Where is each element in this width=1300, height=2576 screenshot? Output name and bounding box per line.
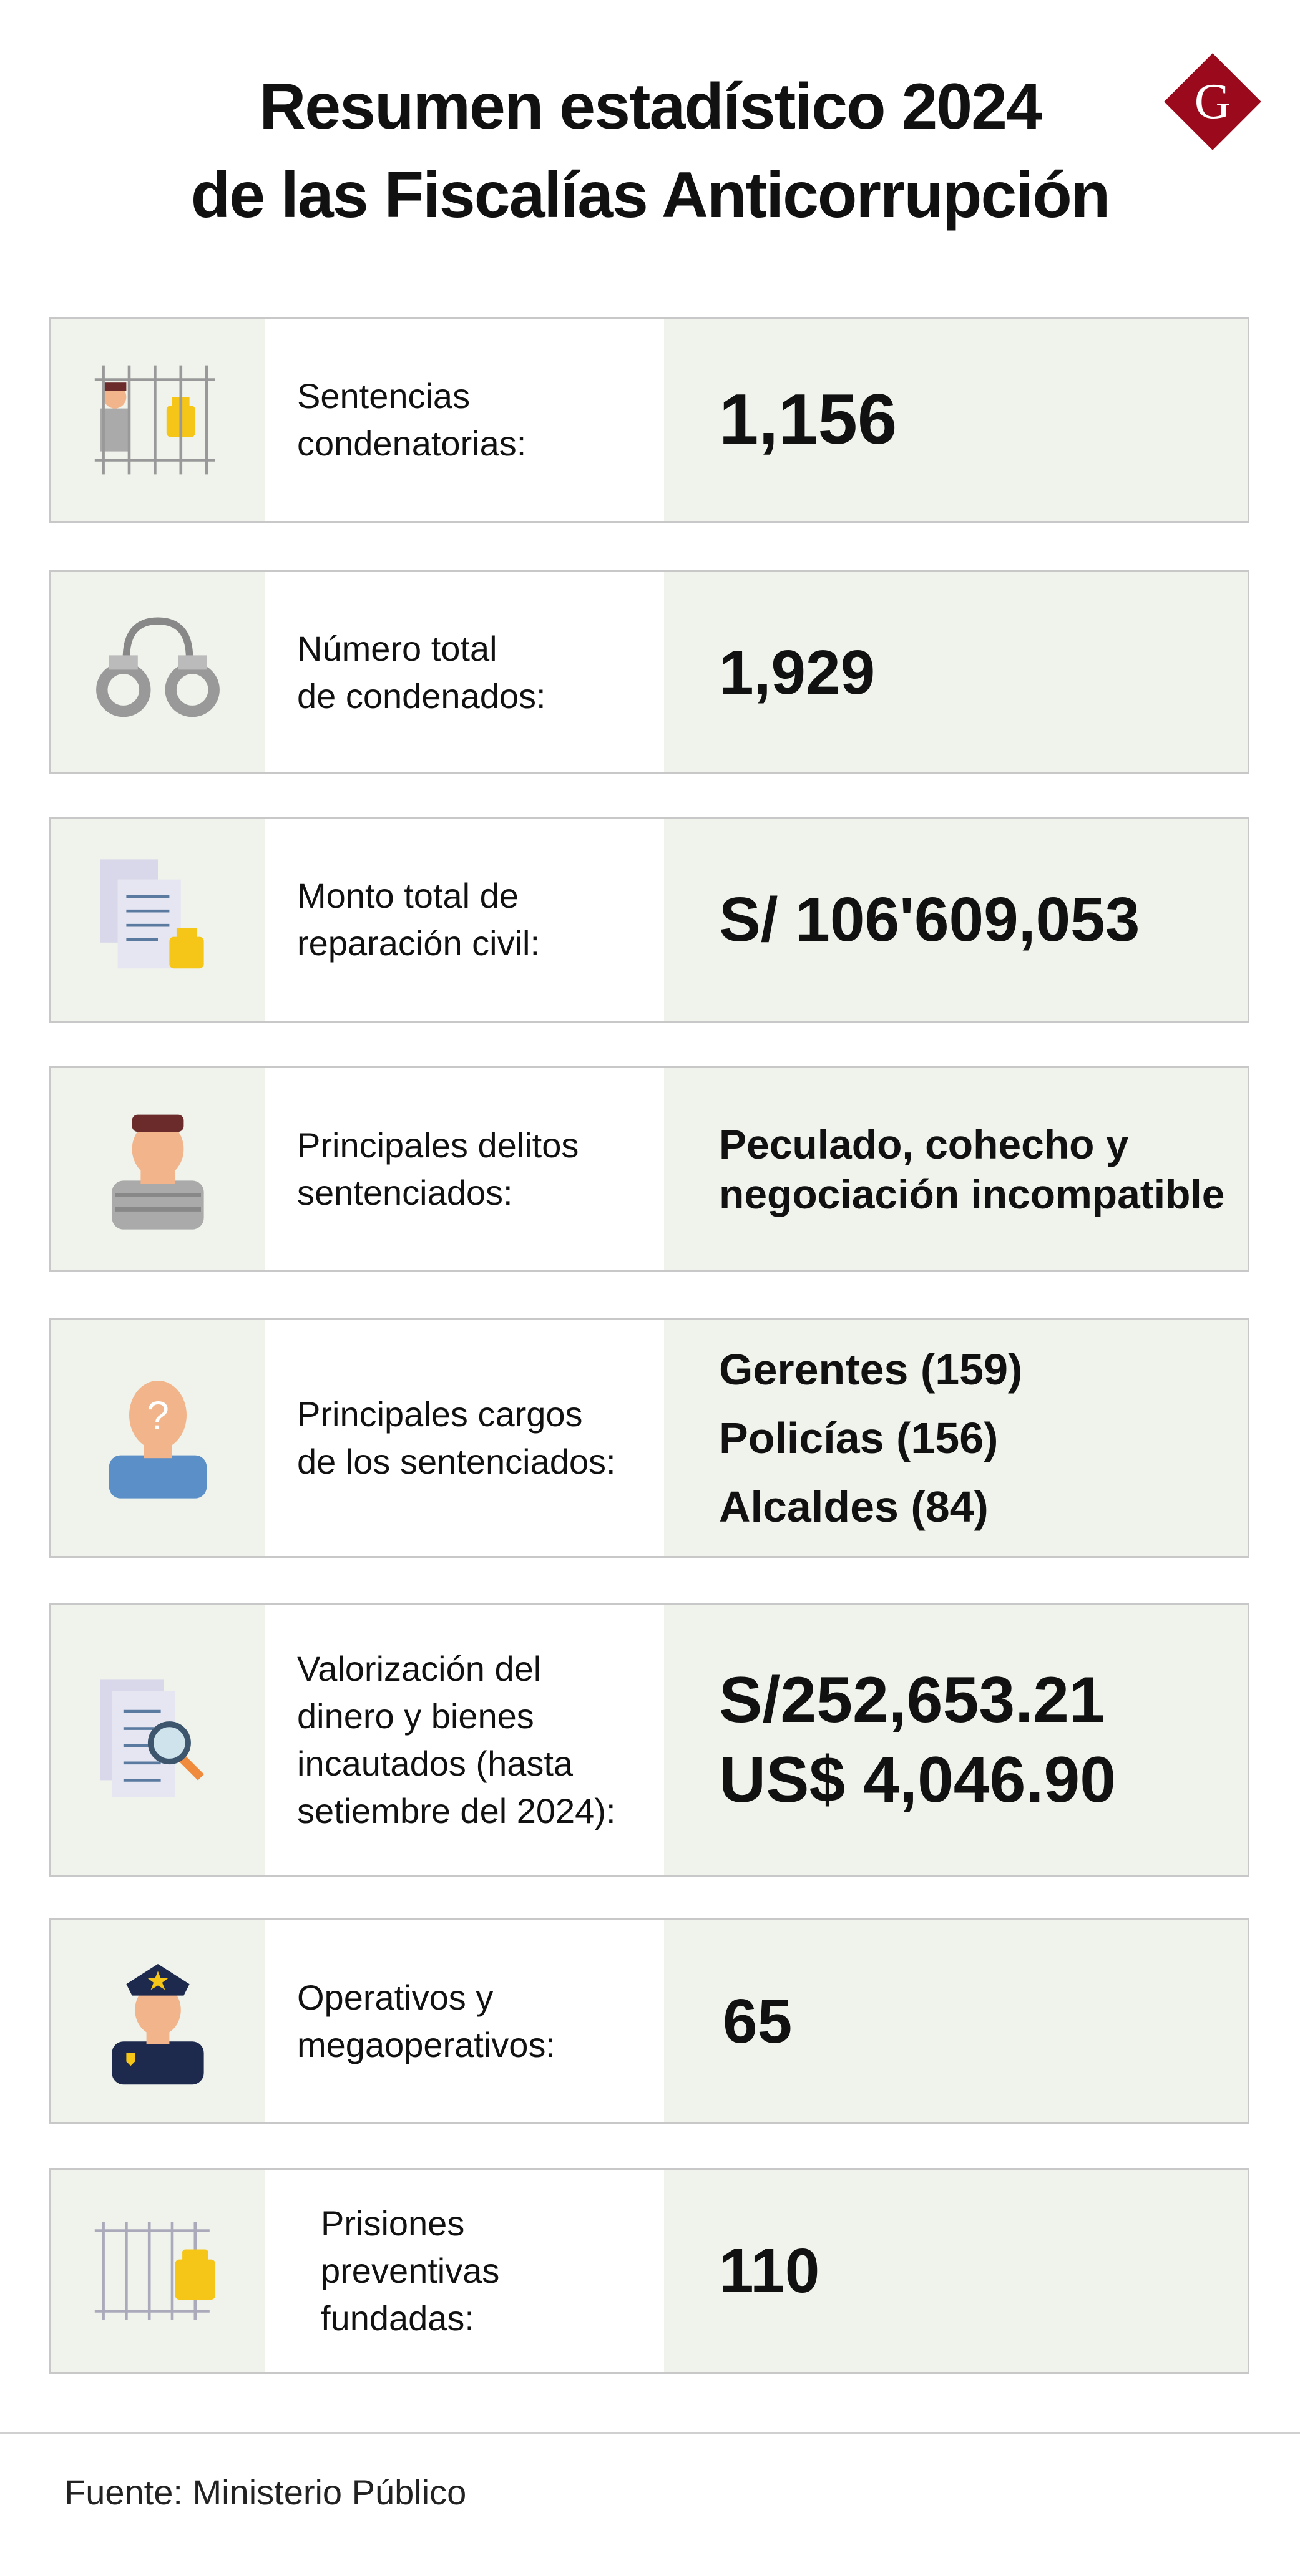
bars-lock-icon: [94, 2222, 215, 2320]
stat-value: 1,929: [719, 637, 876, 707]
stat-value: S/252,653.21: [719, 1664, 1105, 1736]
stat-value: 110: [719, 2236, 820, 2306]
handcuffs-icon: [96, 616, 220, 717]
stat-label: preventivas: [321, 2251, 500, 2290]
stat-label: sentenciados:: [297, 1173, 513, 1212]
unknown-person-icon: ?: [109, 1380, 207, 1499]
stat-value: 65: [723, 1986, 793, 2056]
document-search-icon: [100, 1679, 204, 1797]
stat-label: setiembre del 2024):: [297, 1791, 616, 1830]
police-officer-icon: [112, 1964, 204, 2085]
prisoner-behind-bars-icon: [94, 365, 215, 475]
stat-row-incautados: Valorización del dinero y bienes incautado…: [49, 1603, 1249, 1877]
stat-value: 1,156: [719, 380, 897, 459]
svg-text:?: ?: [147, 1393, 169, 1438]
stat-value: Gerentes (159): [719, 1344, 1023, 1394]
source-note: Fuente: Ministerio Público: [64, 2472, 467, 2512]
footer-divider: [0, 2432, 1300, 2434]
stat-row-sentencias: Sentencias condenatorias: 1,156: [49, 317, 1249, 523]
stat-label: Principales cargos: [297, 1394, 583, 1434]
stat-value: Policías (156): [719, 1413, 999, 1462]
stat-label: de los sentenciados:: [297, 1441, 616, 1481]
stat-label: Principales delitos: [297, 1125, 579, 1165]
stat-row-delitos: Principales delitos sentenciados: Peculad…: [49, 1066, 1249, 1272]
stat-row-reparacion: Monto total de reparación civil: S/ 106'6…: [49, 817, 1249, 1023]
stat-label: Operativos y: [297, 1978, 494, 2017]
stat-row-operativos: Operativos y megaoperativos: 65: [49, 1918, 1249, 2124]
stat-label: de condenados:: [297, 676, 546, 716]
stat-label: dinero y bienes: [297, 1696, 534, 1736]
stat-row-condenados: Número total de condenados: 1,929: [49, 570, 1249, 774]
stat-label: condenatorias:: [297, 424, 527, 463]
title-line-1: Resumen estadístico 2024: [259, 70, 1042, 143]
stat-label: fundadas:: [321, 2298, 474, 2338]
stat-value: S/ 106'609,053: [719, 885, 1140, 955]
stat-row-prisiones: Prisiones preventivas fundadas: 110: [49, 2168, 1249, 2374]
stat-value: Alcaldes (84): [719, 1482, 989, 1531]
stat-label: Número total: [297, 628, 497, 668]
stat-row-cargos: ? Principales cargos de los sentenciados:…: [49, 1318, 1249, 1558]
page-title: Resumen estadístico 2024 de las Fiscalía…: [0, 62, 1300, 240]
stat-label: incautados (hasta: [297, 1744, 574, 1783]
stat-value: US$ 4,046.90: [719, 1744, 1117, 1816]
stat-value: negociación incompatible: [719, 1171, 1225, 1217]
gestion-logo-icon: G: [1164, 53, 1261, 150]
prisoner-icon: [112, 1114, 204, 1230]
title-line-2: de las Fiscalías Anticorrupción: [190, 159, 1111, 231]
stat-label: reparación civil:: [297, 923, 540, 963]
svg-text:G: G: [1195, 73, 1231, 129]
locked-documents-icon: [100, 859, 204, 969]
stat-label: megaoperativos:: [297, 2025, 556, 2064]
stat-label: Monto total de: [297, 876, 519, 915]
stat-label: Prisiones: [321, 2204, 465, 2243]
stat-value: Peculado, cohecho y: [719, 1121, 1129, 1167]
stat-label: Valorización del: [297, 1649, 542, 1688]
stat-label: Sentencias: [297, 376, 471, 416]
